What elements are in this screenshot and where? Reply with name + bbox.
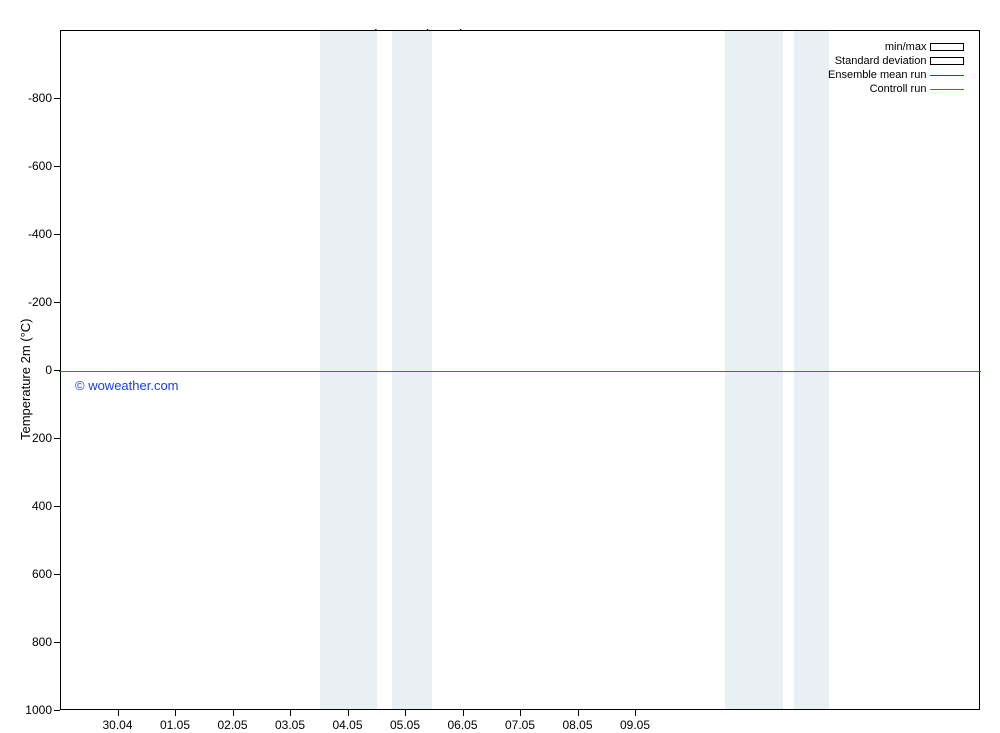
x-tick-mark [578, 710, 579, 716]
x-tick-label: 05.05 [390, 718, 420, 732]
x-tick-mark [290, 710, 291, 716]
legend-row: min/max [828, 40, 964, 54]
shaded-band [725, 31, 783, 709]
legend: min/maxStandard deviationEnsemble mean r… [828, 40, 964, 96]
x-tick-mark [635, 710, 636, 716]
x-tick-mark [520, 710, 521, 716]
legend-swatch [930, 83, 964, 95]
x-tick-mark [405, 710, 406, 716]
x-tick-label: 06.05 [447, 718, 477, 732]
y-tick-label: 1000 [0, 703, 52, 717]
y-tick-mark [54, 302, 60, 303]
x-tick-label: 02.05 [217, 718, 247, 732]
y-tick-label: -600 [0, 159, 52, 173]
x-tick-label: 04.05 [332, 718, 362, 732]
x-tick-mark [118, 710, 119, 716]
y-tick-label: 600 [0, 567, 52, 581]
x-tick-label: 30.04 [102, 718, 132, 732]
y-tick-mark [54, 642, 60, 643]
watermark: © woweather.com [75, 378, 179, 393]
legend-swatch [930, 41, 964, 53]
y-tick-label: -200 [0, 295, 52, 309]
plot-area [60, 30, 980, 710]
x-tick-mark [348, 710, 349, 716]
x-tick-label: 09.05 [620, 718, 650, 732]
y-tick-mark [54, 370, 60, 371]
y-tick-mark [54, 506, 60, 507]
legend-label: Standard deviation [835, 54, 931, 68]
y-tick-mark [54, 166, 60, 167]
legend-label: Controll run [870, 82, 931, 96]
x-tick-label: 01.05 [160, 718, 190, 732]
y-tick-mark [54, 574, 60, 575]
y-tick-label: 800 [0, 635, 52, 649]
y-tick-mark [54, 438, 60, 439]
y-tick-mark [54, 710, 60, 711]
y-tick-mark [54, 234, 60, 235]
legend-row: Controll run [828, 82, 964, 96]
x-tick-mark [175, 710, 176, 716]
legend-swatch [930, 69, 964, 81]
y-axis-label: Temperature 2m (°C) [18, 318, 33, 440]
shaded-band [320, 31, 378, 709]
x-tick-mark [463, 710, 464, 716]
x-tick-mark [233, 710, 234, 716]
control-run-line [59, 371, 981, 372]
legend-row: Standard deviation [828, 54, 964, 68]
x-tick-label: 08.05 [562, 718, 592, 732]
legend-swatch [930, 55, 964, 67]
x-tick-label: 03.05 [275, 718, 305, 732]
chart-container: GENS Time Series Vienna Mo. 29.04.2024 1… [0, 0, 1000, 733]
legend-label: min/max [885, 40, 931, 54]
legend-label: Ensemble mean run [828, 68, 930, 82]
x-tick-label: 07.05 [505, 718, 535, 732]
y-tick-mark [54, 98, 60, 99]
shaded-band [794, 31, 829, 709]
y-tick-label: 400 [0, 499, 52, 513]
shaded-band [392, 31, 432, 709]
y-tick-label: -400 [0, 227, 52, 241]
legend-row: Ensemble mean run [828, 68, 964, 82]
y-tick-label: -800 [0, 91, 52, 105]
